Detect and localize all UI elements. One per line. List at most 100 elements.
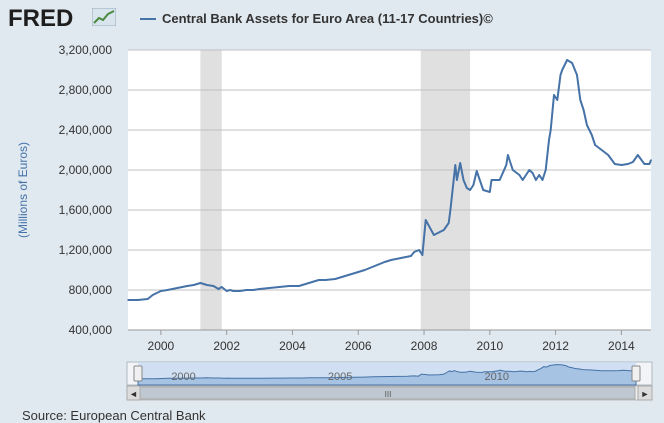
series-point bbox=[648, 163, 651, 165]
series-point bbox=[498, 179, 501, 181]
series-point bbox=[561, 69, 563, 71]
series-point bbox=[390, 259, 392, 261]
series-point bbox=[146, 298, 149, 300]
fred-logo[interactable]: FRED bbox=[8, 5, 74, 32]
x-tick-label: 2012 bbox=[542, 339, 569, 353]
series-point bbox=[462, 179, 465, 181]
legend-label: Central Bank Assets for Euro Area (11-17… bbox=[162, 11, 493, 26]
series-point bbox=[459, 162, 462, 164]
series-point bbox=[373, 265, 376, 267]
series-point bbox=[334, 278, 337, 280]
series-point bbox=[206, 284, 208, 286]
x-tick-label: 2008 bbox=[411, 339, 438, 353]
series-point bbox=[364, 269, 366, 271]
series-point bbox=[590, 134, 593, 136]
series-point bbox=[433, 234, 435, 236]
y-tick-label: 2,000,000 bbox=[59, 163, 113, 177]
series-point bbox=[528, 169, 531, 171]
series-point bbox=[442, 229, 445, 231]
chart-legend[interactable]: Central Bank Assets for Euro Area (11-17… bbox=[140, 11, 493, 26]
navigator-left-handle[interactable] bbox=[133, 365, 143, 382]
scroll-left-button[interactable] bbox=[126, 385, 141, 401]
y-tick-label: 800,000 bbox=[69, 283, 113, 297]
series-point bbox=[541, 179, 544, 181]
series-point bbox=[421, 254, 424, 256]
x-tick-label: 2004 bbox=[279, 339, 306, 353]
series-point bbox=[324, 279, 327, 281]
series-point bbox=[127, 299, 129, 301]
series-point bbox=[413, 251, 415, 253]
series-point bbox=[456, 179, 458, 181]
y-tick-label: 400,000 bbox=[69, 323, 113, 337]
series-point bbox=[383, 261, 386, 263]
series-point bbox=[632, 161, 634, 163]
y-axis-label: (Millions of Euros) bbox=[16, 142, 30, 238]
series-point bbox=[582, 109, 585, 111]
series-point bbox=[553, 94, 555, 96]
recession-band bbox=[420, 50, 471, 330]
chart-line-icon bbox=[92, 8, 116, 26]
series-point bbox=[571, 62, 573, 64]
series-point bbox=[518, 174, 521, 176]
series-point bbox=[166, 289, 169, 291]
series-point bbox=[544, 169, 547, 171]
series-point bbox=[449, 209, 452, 211]
series-point bbox=[220, 286, 223, 288]
series-point bbox=[475, 170, 478, 172]
series-point bbox=[317, 279, 320, 281]
series-point bbox=[548, 139, 550, 141]
series-point bbox=[410, 255, 412, 257]
series-point bbox=[212, 285, 215, 287]
series-point bbox=[643, 163, 646, 165]
series-point bbox=[556, 99, 559, 101]
series-point bbox=[489, 191, 491, 193]
series-point bbox=[579, 99, 582, 101]
series-point bbox=[576, 74, 578, 76]
y-tick-label: 1,600,000 bbox=[59, 203, 113, 217]
series-point bbox=[637, 154, 639, 156]
series-point bbox=[418, 249, 420, 251]
x-tick-label: 2010 bbox=[476, 339, 503, 353]
series-point bbox=[298, 285, 300, 287]
series-point bbox=[454, 164, 457, 166]
series-point bbox=[424, 219, 427, 221]
legend-swatch bbox=[140, 17, 156, 20]
series-point bbox=[566, 59, 568, 61]
series-point bbox=[620, 164, 623, 166]
series-point bbox=[482, 189, 485, 191]
source-note: Source: European Central Bank bbox=[22, 408, 206, 423]
series-point bbox=[614, 163, 616, 165]
series-point bbox=[278, 286, 281, 288]
scroll-right-button[interactable] bbox=[637, 385, 653, 401]
x-tick-label: 2014 bbox=[608, 339, 635, 353]
series-point bbox=[521, 179, 524, 181]
series-point bbox=[549, 129, 552, 131]
y-tick-label: 2,400,000 bbox=[59, 123, 113, 137]
series-point bbox=[239, 290, 241, 292]
series-point bbox=[229, 289, 231, 291]
navigator-right-handle[interactable] bbox=[631, 365, 641, 382]
x-tick-label: 2006 bbox=[345, 339, 372, 353]
series-point bbox=[137, 299, 139, 301]
series-line bbox=[128, 59, 652, 301]
series-point bbox=[151, 294, 154, 296]
series-point bbox=[192, 284, 195, 286]
series-point bbox=[538, 174, 540, 176]
series-point bbox=[252, 289, 254, 291]
series-point bbox=[181, 286, 184, 288]
series-point bbox=[465, 187, 468, 189]
navigator-x-label: 2010 bbox=[485, 371, 509, 383]
series-point bbox=[354, 272, 356, 274]
navigator-series-area bbox=[137, 364, 637, 386]
series-point bbox=[490, 179, 493, 181]
recession-band bbox=[200, 50, 222, 330]
series-point bbox=[535, 179, 537, 181]
navigator-x-label: 2005 bbox=[328, 371, 352, 383]
series-point bbox=[308, 282, 310, 284]
series-point bbox=[225, 290, 228, 292]
y-tick-label: 1,200,000 bbox=[59, 243, 113, 257]
series-point bbox=[600, 149, 603, 151]
series-point bbox=[268, 287, 271, 289]
series-point bbox=[586, 124, 588, 126]
